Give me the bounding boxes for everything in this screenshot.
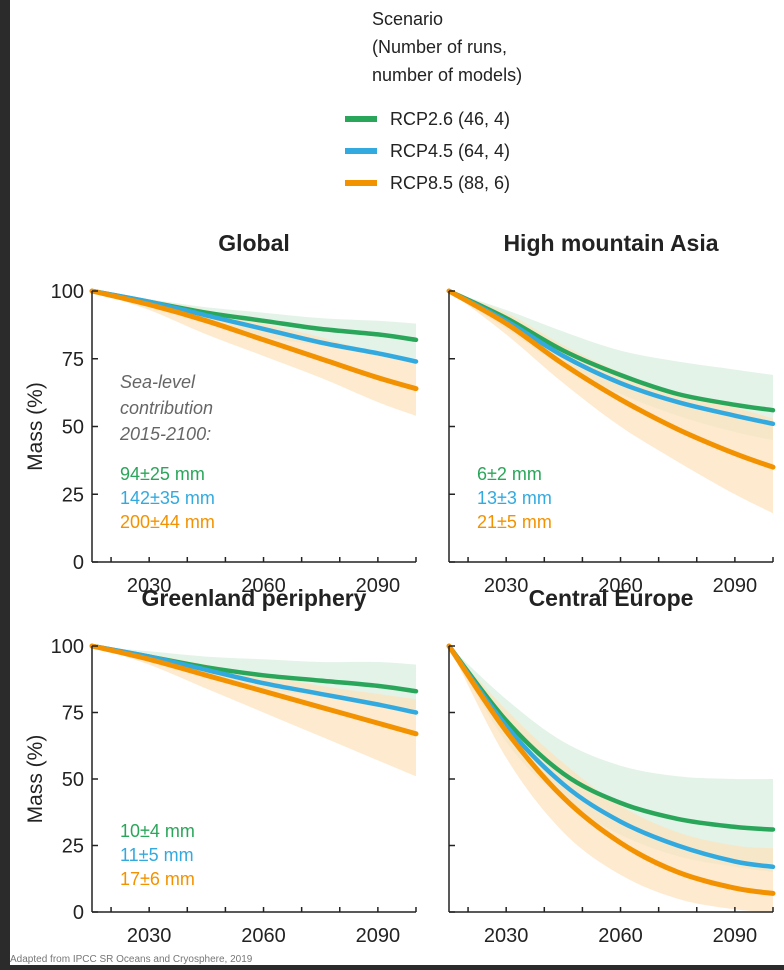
x-tick-label: 2060: [598, 925, 643, 947]
y-tick-label: 25: [62, 836, 84, 858]
line-rcp85: [89, 288, 419, 392]
y-tick-label: 50: [62, 417, 84, 439]
y-tick-label: 75: [62, 349, 84, 371]
x-tick-label: 2090: [356, 925, 401, 947]
panel-title: Greenland periphery: [142, 585, 367, 611]
sea-level-value-rcp85: 200±44 mm: [120, 512, 215, 532]
legend-label-rcp85: RCP8.5 (88, 6): [390, 173, 510, 193]
annotation-text: Sea-level: [120, 372, 196, 392]
line-rcp26: [446, 288, 776, 413]
band-rcp85: [92, 646, 416, 777]
x-tick-label: 2030: [127, 575, 172, 597]
band-rcp26: [449, 646, 773, 873]
panel-title: High mountain Asia: [503, 230, 718, 256]
legend: Scenario (Number of runs, number of mode…: [345, 9, 522, 193]
line-rcp85: [446, 643, 776, 896]
y-tick-label: 75: [62, 703, 84, 725]
glacier-mass-charts: Scenario (Number of runs, number of mode…: [10, 9, 776, 965]
sea-level-value-rcp85: 21±5 mm: [477, 512, 552, 532]
band-rcp85: [92, 291, 416, 416]
y-axis-label: Mass (%): [24, 382, 47, 471]
panel-title: Global: [218, 230, 290, 256]
sea-level-value-rcp45: 13±3 mm: [477, 488, 552, 508]
annotation-text: 2015-2100:: [119, 424, 211, 444]
source-credit: Adapted from IPCC SR Oceans and Cryosphe…: [10, 954, 253, 965]
y-tick-label: 100: [51, 281, 84, 303]
panel-high-mountain-asia: High mountain Asia 2030 2060 2090 6±2 mm 13±3…: [446, 230, 776, 597]
x-tick-label: 2090: [356, 575, 401, 597]
annotation-text: contribution: [120, 398, 213, 418]
line-rcp45: [89, 643, 419, 715]
legend-label-rcp45: RCP4.5 (64, 4): [390, 141, 510, 161]
x-tick-label: 2030: [127, 925, 172, 947]
line-rcp26: [446, 643, 776, 832]
sea-level-value-rcp26: 6±2 mm: [477, 464, 542, 484]
x-tick-label: 2060: [598, 575, 643, 597]
chart-panels: Global 0 25 50 75 100 2030 2060 2090 Mass (%) Sea-…: [24, 230, 776, 947]
sea-level-value-rcp26: 94±25 mm: [120, 464, 205, 484]
x-tick-label: 2030: [484, 575, 529, 597]
y-tick-label: 0: [73, 552, 84, 574]
line-rcp45: [89, 288, 419, 364]
sea-level-value-rcp45: 11±5 mm: [120, 845, 194, 865]
sea-level-value-rcp45: 142±35 mm: [120, 488, 215, 508]
legend-title-line: Scenario: [372, 9, 443, 29]
line-rcp85: [446, 288, 776, 470]
panel-global: Global 0 25 50 75 100 2030 2060 2090 Mass (%) Sea-…: [24, 230, 419, 597]
y-tick-label: 0: [73, 902, 84, 924]
sea-level-value-rcp26: 10±4 mm: [120, 821, 195, 841]
panel-central-europe: Central Europe 2030 2060 2090: [446, 585, 776, 947]
legend-title-line: (Number of runs,: [372, 37, 507, 57]
legend-title-line: number of models): [372, 65, 522, 85]
x-tick-label: 2090: [713, 575, 758, 597]
sea-level-value-rcp85: 17±6 mm: [120, 869, 195, 889]
band-rcp85: [449, 291, 773, 514]
band-rcp85: [449, 646, 773, 912]
y-tick-label: 25: [62, 484, 84, 506]
y-tick-label: 50: [62, 769, 84, 791]
panel-title: Central Europe: [529, 585, 694, 611]
y-axis-label: Mass (%): [24, 735, 47, 824]
x-tick-label: 2060: [241, 575, 286, 597]
line-rcp45: [446, 643, 776, 870]
x-tick-label: 2090: [713, 925, 758, 947]
x-tick-label: 2060: [241, 925, 286, 947]
legend-label-rcp26: RCP2.6 (46, 4): [390, 109, 510, 129]
panel-greenland-periphery: Greenland periphery 0 25 50 75 100 2030 2060 209…: [24, 585, 419, 947]
line-rcp85: [89, 643, 419, 737]
x-tick-label: 2030: [484, 925, 529, 947]
figure-panel: Scenario (Number of runs, number of mode…: [10, 0, 784, 965]
y-tick-label: 100: [51, 636, 84, 658]
